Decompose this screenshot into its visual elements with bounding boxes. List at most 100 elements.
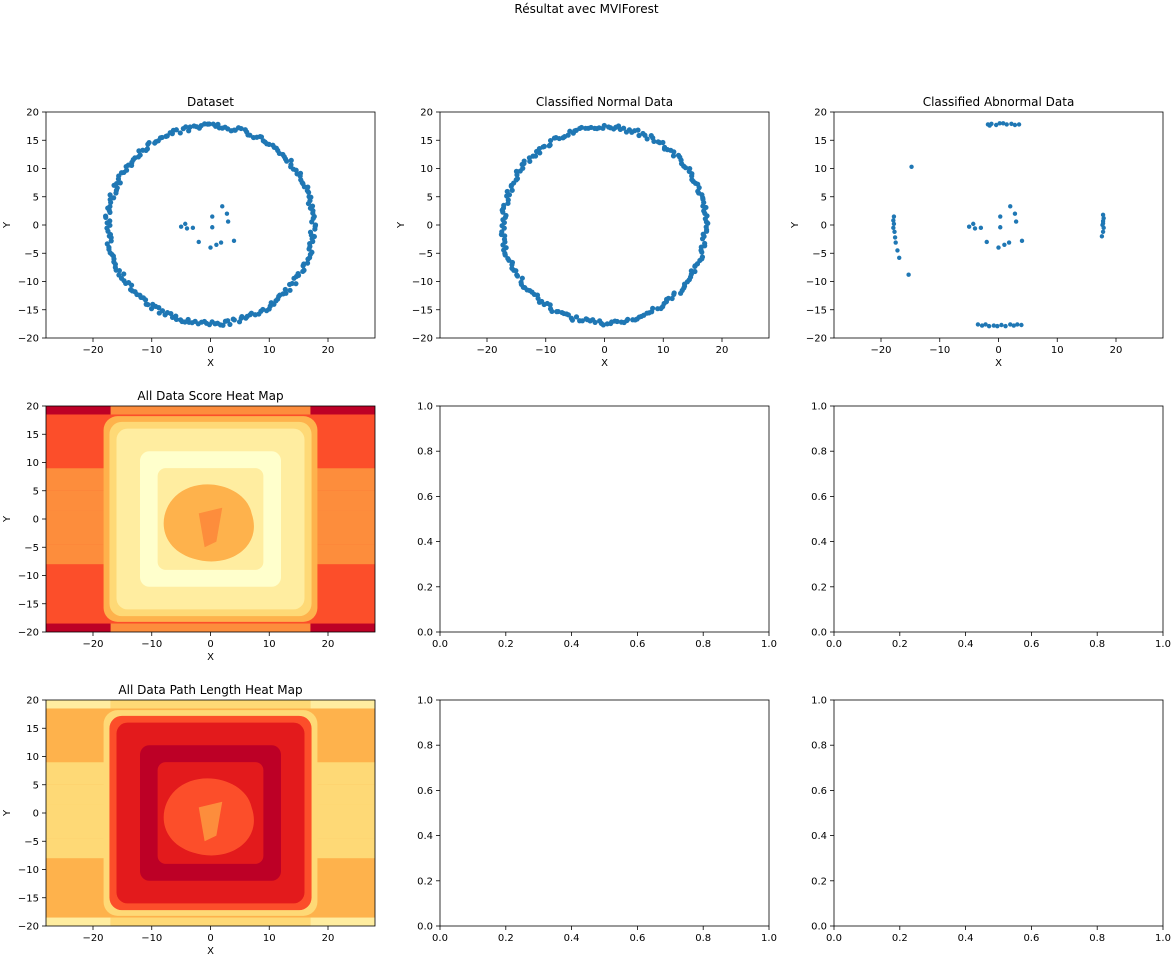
scatter-point — [998, 214, 1003, 219]
x-tick-label: 0.8 — [695, 639, 711, 650]
scatter-point — [661, 144, 668, 150]
heatmap-cell — [46, 858, 111, 881]
x-tick-label: 0.0 — [826, 639, 842, 650]
scatter-point — [107, 192, 113, 198]
scatter-point — [893, 240, 898, 245]
scatter-point — [671, 290, 677, 296]
y-tick-label: 0.6 — [417, 492, 433, 503]
scatter-point — [998, 225, 1003, 230]
scatter-point — [186, 128, 192, 134]
scatter-point — [159, 308, 166, 314]
heatmap-cell — [310, 700, 375, 709]
scatter-point — [288, 157, 294, 163]
subplot-title: Classified Normal Data — [536, 95, 673, 109]
scatter-point — [148, 305, 155, 312]
y-axis-label: Y — [2, 809, 13, 817]
scatter-point — [565, 312, 572, 318]
x-tick-label: 10 — [263, 345, 276, 356]
scatter-point — [605, 124, 612, 130]
y-tick-label: 15 — [420, 136, 433, 147]
scatter-point — [650, 305, 656, 311]
y-axis-label: Y — [396, 221, 407, 229]
axes-frame — [833, 111, 1164, 339]
scatter-point — [895, 248, 900, 253]
y-tick-label: −20 — [412, 334, 433, 345]
heatmap-cell — [110, 406, 311, 415]
y-axis-label: Y — [790, 221, 801, 229]
y-tick-label: −10 — [18, 277, 39, 288]
x-tick-label: 0.4 — [564, 639, 580, 650]
y-tick-label: −5 — [24, 249, 39, 260]
scatter-point — [177, 130, 183, 136]
y-tick-label: 0.2 — [811, 876, 827, 887]
y-tick-label: 0.2 — [417, 876, 433, 887]
scatter-point — [1015, 322, 1020, 327]
heatmap-cell — [310, 544, 375, 565]
x-tick-label: 10 — [1051, 345, 1064, 356]
scatter-point — [514, 172, 520, 178]
y-tick-label: 5 — [821, 192, 827, 203]
axes-frame — [439, 111, 770, 339]
scatter-point — [288, 162, 294, 168]
scatter-point — [1003, 323, 1008, 329]
scatter-point — [1012, 211, 1018, 216]
heatmap-cell — [46, 762, 111, 785]
subplot-title: Classified Abnormal Data — [923, 95, 1075, 109]
heatmap-cell — [46, 609, 111, 624]
heatmap-cell — [46, 917, 111, 926]
axes-frame — [439, 405, 770, 633]
scatter-point — [210, 121, 216, 127]
x-tick-label: −20 — [870, 345, 891, 356]
heatmap-contour — [198, 507, 223, 548]
scatter-point — [891, 221, 897, 227]
heatmap-cell — [310, 917, 375, 926]
subplot-8: 0.0 0.2 0.4 0.6 0.8 1.0 0.0 0.2 0.4 0.6 0.8 1.0 — [417, 696, 777, 945]
scatter-point — [1101, 225, 1106, 231]
scatter-point — [1100, 212, 1106, 218]
x-tick-label: 0.6 — [629, 933, 645, 944]
heatmap-cell — [310, 609, 375, 624]
y-tick-label: −10 — [18, 571, 39, 582]
y-tick-label: 0.6 — [811, 492, 827, 503]
scatter-point — [220, 204, 225, 209]
heatmap-cell — [46, 439, 111, 469]
heatmap-cell — [110, 700, 311, 709]
scatter-point — [546, 143, 552, 149]
y-tick-label: −20 — [18, 628, 39, 639]
y-tick-label: 0.0 — [417, 628, 433, 639]
y-tick-label: −15 — [18, 599, 39, 610]
x-tick-label: −20 — [82, 345, 103, 356]
x-tick-label: −20 — [82, 639, 103, 650]
scatter-point — [547, 302, 553, 308]
scatter-point — [509, 262, 515, 268]
scatter-point — [501, 225, 507, 231]
scatter-point — [509, 187, 515, 193]
scatter-point — [687, 165, 693, 172]
subplot-3: −20 −10 0 10 20 −20 −15 −10 −5 0 5 10 15 20 Classified… — [790, 95, 1164, 369]
scatter-point — [979, 323, 985, 328]
y-tick-label: −15 — [18, 305, 39, 316]
heatmap-cell — [310, 903, 375, 918]
y-tick-label: −10 — [806, 277, 827, 288]
scatter-point — [569, 317, 576, 323]
x-tick-label: −20 — [82, 933, 103, 944]
heatmap-cell — [310, 586, 375, 610]
heatmap-cell — [46, 784, 111, 805]
x-tick-label: 20 — [1110, 345, 1123, 356]
y-tick-label: 20 — [26, 108, 39, 119]
y-tick-label: 0.0 — [811, 922, 827, 933]
x-tick-label: 1.0 — [761, 639, 777, 650]
scatter-point — [978, 225, 984, 231]
scatter-point — [983, 322, 988, 327]
scatter-point — [113, 190, 119, 196]
subplot-6: 0.0 0.2 0.4 0.6 0.8 1.0 0.0 0.2 0.4 0.6 0.8 1.0 — [811, 402, 1171, 651]
plot-area — [46, 406, 375, 632]
scatter-point — [519, 275, 525, 281]
x-axis-label: X — [207, 652, 214, 663]
y-tick-label: 0.6 — [417, 786, 433, 797]
scatter-point — [600, 125, 606, 131]
scatter-point — [573, 314, 580, 320]
scatter-point — [582, 125, 589, 131]
scatter-point — [116, 268, 122, 274]
